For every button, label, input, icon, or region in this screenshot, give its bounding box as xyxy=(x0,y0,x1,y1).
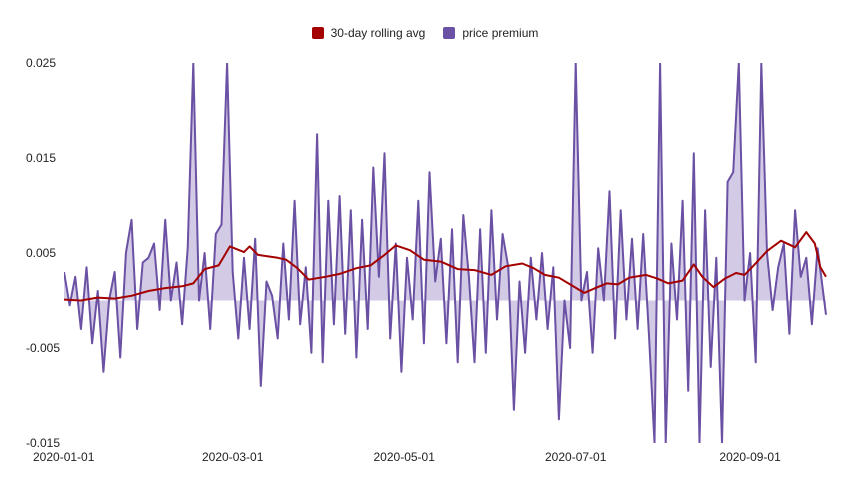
legend-label-rolling-avg: 30-day rolling avg xyxy=(330,26,426,40)
price-premium-area xyxy=(64,63,826,443)
legend: 30-day rolling avg price premium xyxy=(0,22,850,44)
y-tick-label: -0.015 xyxy=(26,436,60,450)
price-premium-line xyxy=(64,63,827,443)
x-tick-label: 2020-05-01 xyxy=(374,450,436,464)
y-tick-label: 0.005 xyxy=(26,246,56,260)
x-tick-label: 2020-01-01 xyxy=(33,450,95,464)
legend-label-price-premium: price premium xyxy=(462,26,539,40)
y-tick-label: 0.025 xyxy=(26,56,56,70)
x-tick-label: 2020-07-01 xyxy=(545,450,607,464)
x-tick-label: 2020-09-01 xyxy=(719,450,781,464)
legend-item-rolling-avg[interactable]: 30-day rolling avg xyxy=(311,26,426,40)
legend-swatch-rolling-avg xyxy=(311,27,324,39)
legend-swatch-price-premium xyxy=(443,27,456,39)
y-tick-label: 0.015 xyxy=(26,151,56,165)
legend-item-price-premium[interactable]: price premium xyxy=(443,26,538,40)
y-tick-label: -0.005 xyxy=(26,341,60,355)
rolling-avg-line xyxy=(64,231,827,302)
x-tick-label: 2020-03-01 xyxy=(202,450,264,464)
